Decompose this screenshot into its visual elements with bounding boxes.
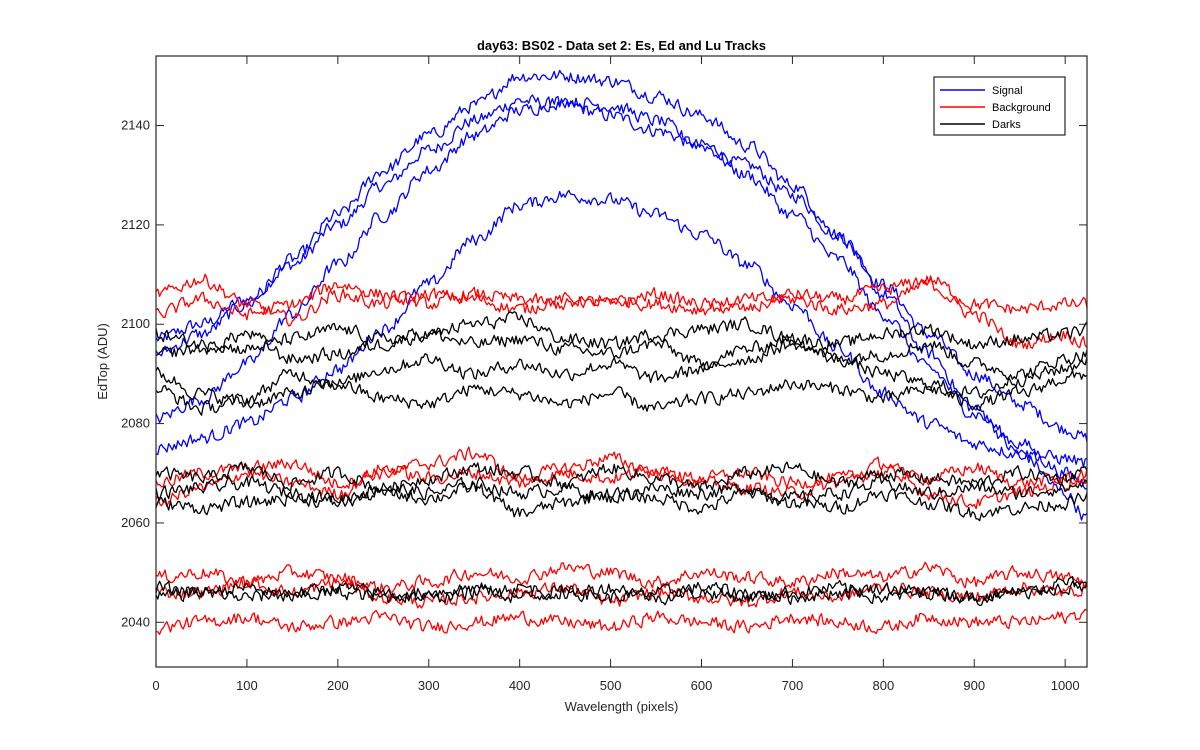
series-line-darks-16 (155, 475, 1088, 505)
series-line-darks-15 (155, 461, 1088, 494)
x-tick-label: 300 (418, 678, 440, 693)
x-tick-label: 900 (963, 678, 985, 693)
y-tick-label: 2060 (121, 515, 150, 530)
y-tick-label: 2040 (121, 614, 150, 629)
series-line-background-8 (155, 561, 1088, 595)
x-tick-label: 400 (509, 678, 531, 693)
y-tick-label: 2140 (121, 118, 150, 133)
plot-frame (155, 55, 1088, 668)
y-tick-label: 2100 (121, 316, 150, 331)
x-tick-label: 100 (236, 678, 258, 693)
legend-label-signal: Signal (992, 85, 1023, 97)
x-tick-label: 200 (327, 678, 349, 693)
series-line-signal-0 (155, 94, 1088, 443)
chart-title: day63: BS02 - Data set 2: Es, Ed and Lu … (477, 38, 766, 53)
x-tick-label: 600 (691, 678, 713, 693)
legend-label-background: Background (992, 102, 1051, 114)
series-line-darks-14 (155, 366, 1088, 412)
y-tick-label: 2120 (121, 217, 150, 232)
x-tick-label: 1000 (1051, 678, 1080, 693)
plot-area (156, 56, 1087, 667)
y-tick-label: 2080 (121, 416, 150, 431)
x-tick-label: 800 (872, 678, 894, 693)
x-tick-label: 700 (782, 678, 804, 693)
series-line-darks-18 (155, 580, 1088, 606)
series-line-background-10 (155, 608, 1088, 635)
y-axis-ticks: 2040 2060 2080 2100 2120 2140 (121, 118, 1087, 629)
series-line-signal-1 (155, 69, 1088, 521)
series-line-darks-12 (155, 328, 1088, 380)
y-axis-label: EdTop (ADU) (95, 323, 110, 400)
legend-box (933, 76, 1066, 136)
series-line-darks-17 (155, 481, 1088, 522)
series-line-background-5 (155, 277, 1088, 350)
series-line-darks-19 (155, 576, 1088, 606)
legend-label-darks: Darks (992, 119, 1021, 131)
series-line-darks-13 (155, 339, 1088, 416)
x-tick-label: 500 (600, 678, 622, 693)
x-tick-label: 0 (152, 678, 159, 693)
legend: Signal Background Darks (933, 76, 1066, 136)
x-axis-ticks: 0 100 200 300 400 500 600 700 800 900 1000 (152, 56, 1080, 693)
series-line-background-7 (155, 456, 1088, 510)
series-layer (155, 69, 1088, 635)
x-axis-label: Wavelength (pixels) (565, 699, 679, 714)
series-line-darks-11 (155, 311, 1088, 355)
